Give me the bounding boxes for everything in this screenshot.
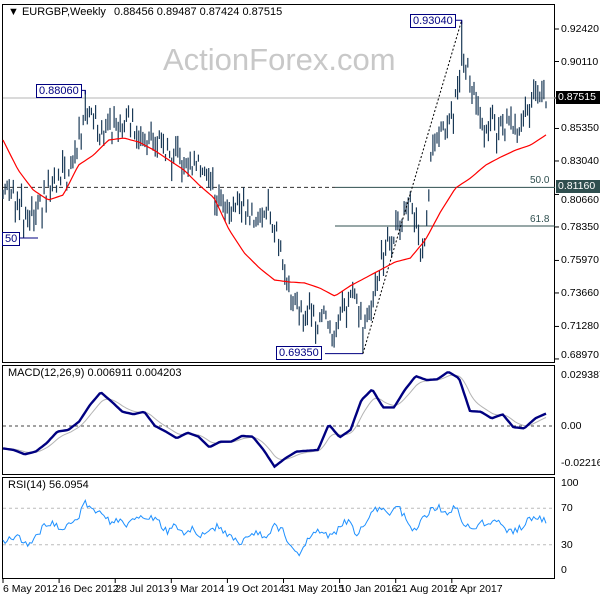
- low-label-partial: 50: [2, 232, 21, 246]
- rsi-axis-tick: 30: [561, 538, 573, 551]
- high-label-088060: 0.88060: [36, 84, 82, 98]
- low-label-069350: 0.69350: [276, 346, 322, 360]
- fib-50-price-tag: 0.81160: [556, 180, 600, 194]
- fib-61.8-label: 61.8: [530, 214, 550, 225]
- watermark: ActionForex.com: [163, 42, 396, 77]
- dropdown-triangle-icon[interactable]: ▼: [8, 6, 19, 18]
- rsi-axis-tick: 0: [561, 564, 567, 576]
- macd-axis-tick: 0.029387: [561, 368, 600, 381]
- price-panel[interactable]: [2, 4, 555, 363]
- current-price-tag: 0.87515: [556, 91, 600, 104]
- date-axis-label: 19 Oct 2014: [227, 583, 285, 595]
- price-axis-tick: 0.92420: [561, 23, 599, 35]
- date-axis-label: 10 Jan 2016: [339, 583, 398, 595]
- symbol-label: EURGBP,Weekly: [21, 6, 106, 18]
- macd-title: MACD(12,26,9) 0.006911 0.004203: [8, 367, 182, 379]
- price-axis-tick: 0.85350: [561, 122, 599, 135]
- date-axis-label: 21 Aug 2016: [395, 583, 455, 595]
- fib-50-label: 50.0: [530, 175, 550, 186]
- rsi-axis-tick: 100: [561, 477, 579, 489]
- price-axis-tick: 0.78350: [561, 220, 599, 233]
- macd-axis-tick: 0.00: [561, 420, 582, 432]
- date-axis-label: 28 Jul 2013: [115, 583, 170, 595]
- macd-line: [2, 371, 547, 469]
- chart-header[interactable]: ▼ EURGBP,Weekly 0.88456 0.89487 0.87424 …: [8, 6, 282, 18]
- price-axis-tick: 0.71280: [561, 320, 599, 333]
- rsi-line: [2, 499, 547, 557]
- macd-panel[interactable]: [2, 365, 555, 475]
- rsi-panel[interactable]: [2, 477, 555, 579]
- date-axis-label: 31 May 2015: [283, 583, 345, 595]
- ohlc-values: 0.88456 0.89487 0.87424 0.87515: [113, 6, 283, 18]
- date-axis-label: 16 Dec 2012: [59, 583, 119, 595]
- fib-trend-line: [362, 20, 463, 354]
- high-label-093040: 0.93040: [410, 14, 456, 28]
- high-093040-connector: [454, 19, 463, 25]
- date-axis-label: 9 Mar 2014: [171, 583, 225, 595]
- moving-average-line: [2, 134, 547, 297]
- rsi-title: RSI(14) 56.0954: [8, 479, 89, 491]
- price-axis-tick: 0.83040: [561, 154, 599, 167]
- price-axis-tick: 0.90110: [561, 55, 599, 68]
- price-axis-tick: 0.80660: [561, 194, 599, 207]
- rsi-axis-tick: 70: [561, 502, 573, 515]
- macd-signal-line: [3, 374, 547, 461]
- price-axis-tick: 0.68970: [561, 348, 599, 361]
- price-axis-tick: 0.75970: [561, 254, 599, 267]
- date-axis-label: 2 Apr 2017: [451, 583, 503, 595]
- price-axis-tick: 0.73660: [561, 286, 599, 299]
- date-axis-label: 6 May 2012: [3, 583, 58, 595]
